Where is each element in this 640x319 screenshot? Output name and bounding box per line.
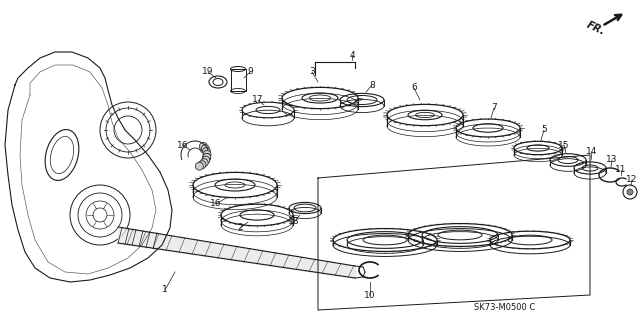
- Circle shape: [200, 159, 208, 167]
- Text: 16: 16: [211, 199, 221, 209]
- Text: 11: 11: [615, 166, 627, 174]
- Text: 18: 18: [288, 218, 300, 226]
- Bar: [230, 69, 246, 91]
- Text: SK73-M0500 C: SK73-M0500 C: [474, 303, 536, 313]
- Text: 1: 1: [162, 286, 168, 294]
- Circle shape: [627, 189, 633, 195]
- Circle shape: [200, 142, 207, 150]
- Circle shape: [202, 156, 210, 164]
- Circle shape: [202, 147, 211, 155]
- Text: 4: 4: [349, 50, 355, 60]
- Text: 2: 2: [237, 224, 243, 233]
- Text: 12: 12: [627, 175, 637, 184]
- Circle shape: [203, 150, 211, 159]
- Text: 9: 9: [247, 68, 253, 77]
- Text: 14: 14: [586, 147, 598, 157]
- Text: 10: 10: [364, 291, 376, 300]
- Text: 16: 16: [177, 140, 189, 150]
- Text: 7: 7: [491, 103, 497, 113]
- Circle shape: [198, 161, 206, 169]
- Text: 8: 8: [369, 80, 375, 90]
- Text: 15: 15: [558, 140, 570, 150]
- Text: 3: 3: [309, 68, 315, 77]
- Text: 17: 17: [252, 95, 264, 105]
- Circle shape: [201, 145, 209, 153]
- Text: FR.: FR.: [585, 19, 607, 37]
- Circle shape: [203, 153, 211, 161]
- Text: 5: 5: [541, 125, 547, 135]
- Circle shape: [195, 162, 204, 170]
- Text: 19: 19: [202, 68, 214, 77]
- Circle shape: [203, 153, 211, 161]
- Text: 6: 6: [411, 84, 417, 93]
- Text: 13: 13: [606, 155, 618, 165]
